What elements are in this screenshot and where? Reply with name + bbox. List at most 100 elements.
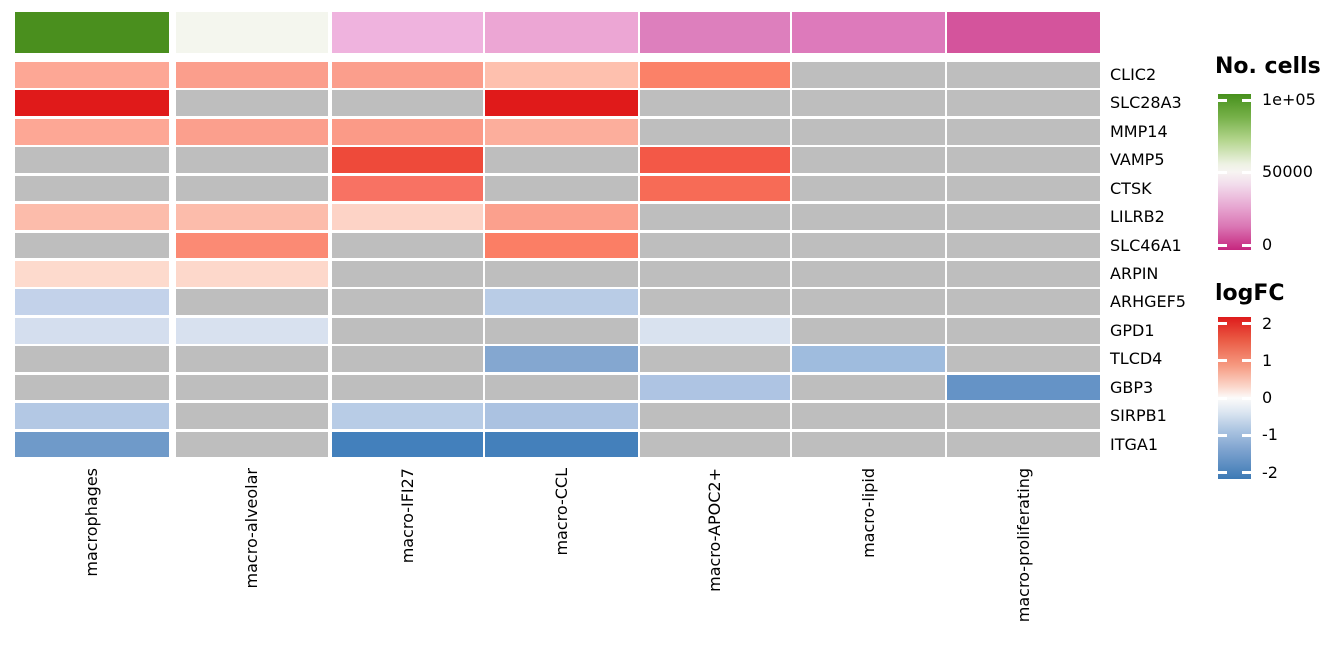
legend-tick-label: 1 (1262, 350, 1273, 370)
heatmap-cell (15, 403, 169, 429)
legend-tick-label: 2 (1262, 313, 1273, 333)
heatmap-cell (947, 62, 1100, 88)
heatmap-cell (947, 118, 1100, 145)
legend-tick-mark (1242, 322, 1251, 325)
heatmap-cell (332, 431, 483, 458)
heatmap-cell (332, 261, 483, 287)
legend-tick-mark (1218, 322, 1227, 325)
heatmap-cell (176, 261, 328, 287)
heatmap-cell (176, 346, 328, 373)
heatmap-cell (947, 403, 1100, 429)
gene-label: ARPIN (1110, 263, 1159, 283)
heatmap-cell (485, 289, 638, 316)
gene-label: GPD1 (1110, 320, 1155, 340)
heatmap-cell (640, 403, 790, 429)
annotation-cell (332, 12, 483, 53)
heatmap-cell (640, 289, 790, 316)
heatmap-cell (332, 232, 483, 259)
heatmap-cell (640, 62, 790, 88)
heatmap-cell (485, 232, 638, 259)
heatmap-cell (15, 289, 169, 316)
heatmap-cell (176, 118, 328, 145)
heatmap-cell (15, 346, 169, 373)
column-label: macro-IFI27 (397, 468, 417, 564)
heatmap-cell (640, 175, 790, 202)
annotation-cell (792, 12, 945, 53)
heatmap-cell (792, 403, 945, 429)
heatmap-cell (947, 346, 1100, 373)
heatmap-cell (332, 403, 483, 429)
heatmap-cell (947, 90, 1100, 117)
heatmap-cell (485, 175, 638, 202)
heatmap-cell (485, 90, 638, 117)
legend-tick-mark (1218, 170, 1227, 174)
heatmap-cell (640, 431, 790, 458)
heatmap-cell (176, 403, 328, 429)
heatmap-cell (792, 346, 945, 373)
heatmap-cell (640, 204, 790, 230)
heatmap-cell (176, 289, 328, 316)
legend-tick-mark (1218, 359, 1227, 363)
heatmap-cell (176, 62, 328, 88)
heatmap-cell (332, 289, 483, 316)
heatmap-cell (792, 118, 945, 145)
heatmap-cell (485, 62, 638, 88)
legend-tick-mark (1218, 243, 1227, 247)
annotation-cell (176, 12, 328, 53)
heatmap-cell (792, 289, 945, 316)
heatmap-cell (792, 62, 945, 88)
gene-label: VAMP5 (1110, 150, 1165, 170)
heatmap-cell (332, 90, 483, 117)
legend-tick-mark (1218, 433, 1227, 437)
gene-label: SLC28A3 (1110, 93, 1182, 113)
heatmap-cell (640, 118, 790, 145)
heatmap-cell (15, 175, 169, 202)
legend-tick-mark (1242, 243, 1251, 247)
heatmap-cell (792, 232, 945, 259)
heatmap-cell (15, 317, 169, 344)
heatmap-cell (15, 62, 169, 88)
logfc-legend-title: logFC (1215, 281, 1285, 306)
annotation-cell (640, 12, 790, 53)
no-cells-legend-title: No. cells (1215, 54, 1321, 79)
gene-label: GBP3 (1110, 377, 1154, 397)
heatmap-cell (176, 232, 328, 259)
heatmap-cell (640, 346, 790, 373)
heatmap-cell (176, 147, 328, 174)
heatmap-cell (485, 261, 638, 287)
heatmap-cell (947, 261, 1100, 287)
heatmap-cell (947, 175, 1100, 202)
legend-tick-mark (1218, 471, 1227, 474)
column-label: macro-proliferating (1013, 468, 1033, 623)
heatmap-cell (792, 261, 945, 287)
gene-label: SIRPB1 (1110, 406, 1167, 426)
gene-label: ARHGEF5 (1110, 292, 1186, 312)
legend-tick-mark (1242, 170, 1251, 174)
heatmap-cell (176, 374, 328, 401)
heatmap-cell (176, 204, 328, 230)
heatmap-cell (176, 431, 328, 458)
heatmap-cell (332, 204, 483, 230)
column-label: macro-APOC2+ (705, 468, 724, 592)
heatmap-cell (15, 374, 169, 401)
heatmap-cell (640, 374, 790, 401)
heatmap-cell (15, 261, 169, 287)
heatmap-cell (332, 147, 483, 174)
heatmap-cell (640, 261, 790, 287)
annotation-cell (485, 12, 638, 53)
heatmap-cell (15, 204, 169, 230)
heatmap-cell (15, 431, 169, 458)
heatmap-cell (15, 147, 169, 174)
annotation-cell (947, 12, 1100, 53)
heatmap-cell (640, 232, 790, 259)
heatmap-cell (485, 346, 638, 373)
heatmap-cell (640, 317, 790, 344)
legend-tick-mark (1242, 98, 1251, 102)
heatmap-cell (947, 204, 1100, 230)
gene-label: LILRB2 (1110, 207, 1165, 227)
annotation-cell (15, 12, 169, 53)
gene-label: ITGA1 (1110, 434, 1159, 454)
legend-tick-label: 50000 (1262, 162, 1313, 181)
heatmap-cell (947, 374, 1100, 401)
